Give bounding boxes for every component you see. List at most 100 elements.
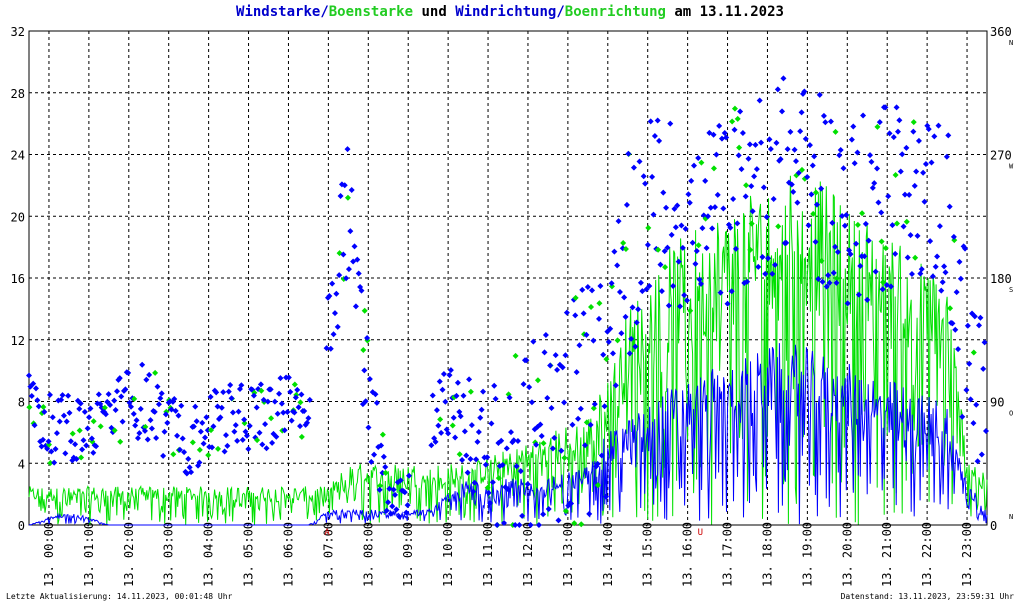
wind-direction-point bbox=[970, 420, 977, 427]
gust-direction-point bbox=[534, 377, 541, 384]
wind-direction-point bbox=[193, 418, 200, 425]
gust-direction-point bbox=[131, 395, 138, 402]
wind-direction-point bbox=[484, 454, 491, 461]
wind-direction-point bbox=[526, 384, 533, 391]
wind-direction-point bbox=[207, 393, 214, 400]
wind-direction-point bbox=[524, 481, 531, 488]
wind-direction-point bbox=[957, 275, 964, 282]
wind-direction-point bbox=[630, 164, 637, 171]
wind-direction-point bbox=[432, 438, 439, 445]
gust-direction-point bbox=[882, 245, 889, 252]
wind-direction-point bbox=[125, 369, 132, 376]
wind-direction-point bbox=[463, 452, 470, 459]
wind-direction-point bbox=[885, 193, 892, 200]
wind-direction-point bbox=[436, 378, 443, 385]
wind-direction-point bbox=[572, 312, 579, 319]
wind-direction-point bbox=[746, 141, 753, 148]
wind-direction-point bbox=[371, 451, 378, 458]
wind-direction-point bbox=[528, 399, 535, 406]
wind-direction-point bbox=[735, 152, 742, 159]
wind-direction-point bbox=[523, 357, 530, 364]
wind-direction-point bbox=[963, 387, 970, 394]
wind-direction-point bbox=[139, 361, 146, 368]
wind-direction-point bbox=[277, 375, 284, 382]
x-tick-label: 13. 06:00 bbox=[281, 522, 295, 587]
wind-direction-point bbox=[714, 191, 721, 198]
wind-direction-point bbox=[507, 429, 514, 436]
wind-direction-point bbox=[938, 287, 945, 294]
wind-direction-point bbox=[31, 422, 38, 429]
wind-direction-point bbox=[93, 443, 100, 450]
gust-direction-point bbox=[892, 171, 899, 178]
wind-direction-point bbox=[174, 432, 181, 439]
wind-direction-point bbox=[190, 423, 197, 430]
gust-direction-point bbox=[662, 264, 669, 271]
wind-direction-point bbox=[401, 489, 408, 496]
y-tick-label-left: 32 bbox=[11, 25, 25, 39]
wind-direction-point bbox=[438, 429, 445, 436]
wind-direction-point bbox=[200, 440, 207, 447]
wind-direction-point bbox=[380, 453, 387, 460]
wind-direction-point bbox=[675, 258, 682, 265]
wind-direction-point bbox=[582, 442, 589, 449]
wind-direction-point bbox=[917, 270, 924, 277]
wind-direction-point bbox=[583, 331, 590, 338]
wind-direction-point bbox=[660, 189, 667, 196]
wind-direction-point bbox=[49, 414, 56, 421]
wind-direction-point bbox=[816, 91, 823, 98]
wind-direction-point bbox=[826, 279, 833, 286]
title-date: am 13.11.2023 bbox=[665, 4, 784, 20]
wind-direction-point bbox=[693, 248, 700, 255]
wind-direction-point bbox=[558, 447, 565, 454]
wind-direction-point bbox=[250, 392, 257, 399]
title-windrichtung: Windrichtung bbox=[455, 4, 557, 20]
wind-direction-point bbox=[232, 422, 239, 429]
wind-direction-point bbox=[802, 135, 809, 142]
wind-direction-point bbox=[854, 149, 861, 156]
wind-direction-point bbox=[667, 120, 674, 127]
wind-direction-point bbox=[362, 398, 369, 405]
wind-direction-point bbox=[229, 409, 236, 416]
gust-direction-point bbox=[258, 387, 265, 394]
wind-direction-point bbox=[914, 232, 921, 239]
wind-direction-point bbox=[706, 129, 713, 136]
wind-direction-point bbox=[678, 222, 685, 229]
wind-direction-point bbox=[262, 421, 269, 428]
wind-direction-point bbox=[598, 452, 605, 459]
wind-direction-point bbox=[246, 422, 253, 429]
wind-direction-point bbox=[116, 375, 123, 382]
title-windstarke: Windstarke bbox=[236, 4, 321, 20]
wind-direction-point bbox=[368, 458, 375, 465]
footer-last-update: Letzte Aktualisierung: 14.11.2023, 00:01… bbox=[6, 592, 233, 601]
gust-direction-point bbox=[710, 165, 717, 172]
wind-direction-point bbox=[153, 435, 160, 442]
wind-direction-point bbox=[355, 270, 362, 277]
wind-direction-point bbox=[373, 399, 380, 406]
wind-direction-point bbox=[836, 152, 843, 159]
wind-direction-point bbox=[834, 249, 841, 256]
gust-direction-point bbox=[893, 220, 900, 227]
wind-direction-point bbox=[52, 445, 59, 452]
x-tick-label: 13. 12:00 bbox=[521, 522, 535, 587]
wind-direction-point bbox=[906, 191, 913, 198]
wind-direction-point bbox=[935, 122, 942, 129]
wind-direction-point bbox=[668, 231, 675, 238]
wind-direction-point bbox=[946, 203, 953, 210]
title-sep2: / bbox=[556, 4, 565, 20]
wind-direction-point bbox=[977, 314, 984, 321]
gust-direction-point bbox=[377, 482, 384, 489]
wind-direction-point bbox=[755, 263, 762, 270]
wind-direction-point bbox=[555, 517, 562, 524]
wind-direction-point bbox=[671, 205, 678, 212]
wind-direction-point bbox=[897, 168, 904, 175]
gust-direction-point bbox=[645, 224, 652, 231]
wind-direction-point bbox=[962, 245, 969, 252]
wind-direction-point bbox=[547, 362, 554, 369]
wind-direction-point bbox=[347, 228, 354, 235]
wind-direction-point bbox=[452, 434, 459, 441]
wind-direction-point bbox=[506, 394, 513, 401]
wind-direction-point bbox=[614, 262, 621, 269]
wind-direction-point bbox=[238, 382, 245, 389]
wind-direction-point bbox=[179, 435, 186, 442]
wind-direction-point bbox=[913, 168, 920, 175]
